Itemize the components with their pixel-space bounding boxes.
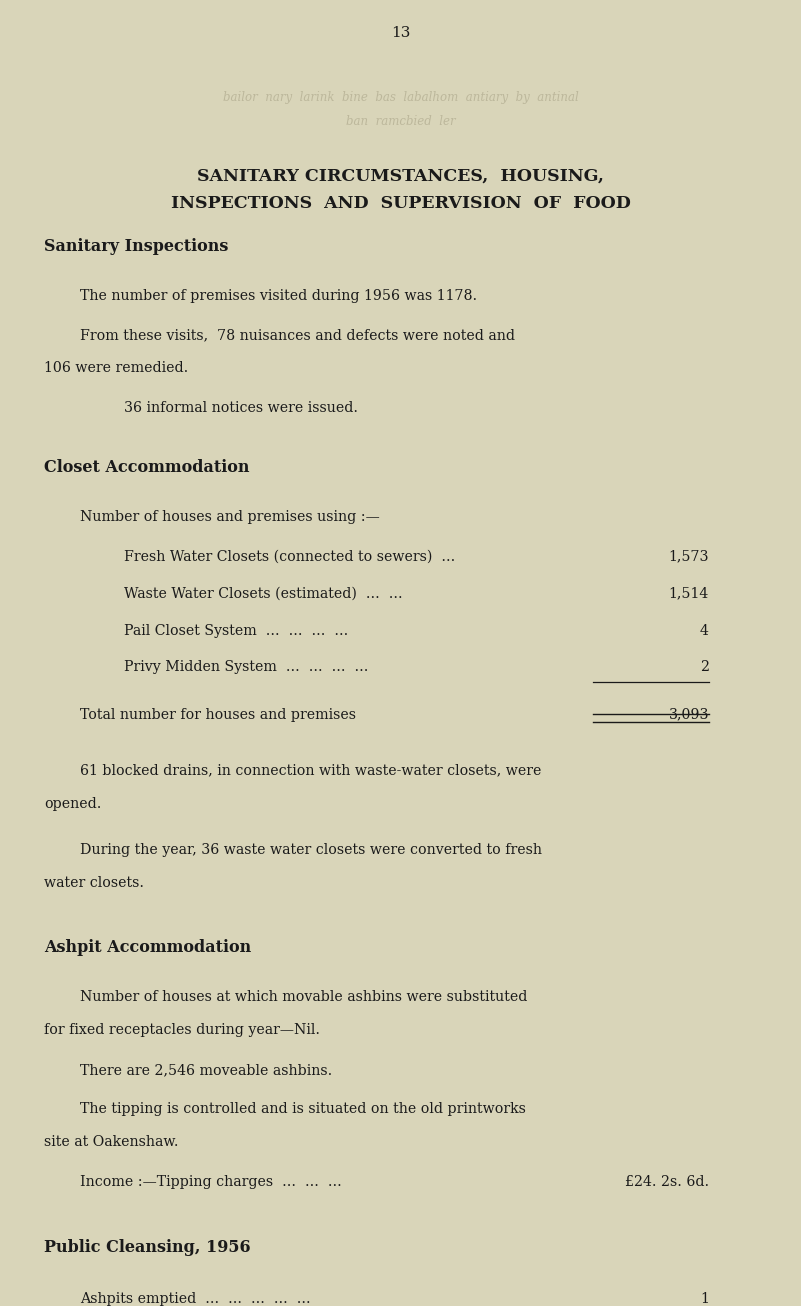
Text: opened.: opened. bbox=[44, 797, 102, 811]
Text: Fresh Water Closets (connected to sewers)  ...: Fresh Water Closets (connected to sewers… bbox=[124, 550, 456, 564]
Text: £24. 2s. 6d.: £24. 2s. 6d. bbox=[625, 1175, 709, 1188]
Text: Sanitary Inspections: Sanitary Inspections bbox=[44, 238, 228, 255]
Text: Number of houses at which movable ashbins were substituted: Number of houses at which movable ashbin… bbox=[80, 990, 528, 1004]
Text: Public Cleansing, 1956: Public Cleansing, 1956 bbox=[44, 1238, 251, 1255]
Text: During the year, 36 waste water closets were converted to fresh: During the year, 36 waste water closets … bbox=[80, 842, 542, 857]
Text: 1,514: 1,514 bbox=[669, 586, 709, 601]
Text: 36 informal notices were issued.: 36 informal notices were issued. bbox=[124, 401, 358, 415]
Text: Pail Closet System  ...  ...  ...  ...: Pail Closet System ... ... ... ... bbox=[124, 623, 348, 637]
Text: bailor  nary  larink  bine  bas  labalhom  antiary  by  antinal: bailor nary larink bine bas labalhom ant… bbox=[223, 91, 578, 104]
Text: The number of premises visited during 1956 was 1178.: The number of premises visited during 19… bbox=[80, 289, 477, 303]
Text: 61 blocked drains, in connection with waste-water closets, were: 61 blocked drains, in connection with wa… bbox=[80, 764, 541, 777]
Text: Number of houses and premises using :—: Number of houses and premises using :— bbox=[80, 511, 380, 524]
Text: The tipping is controlled and is situated on the old printworks: The tipping is controlled and is situate… bbox=[80, 1102, 526, 1117]
Text: SANITARY CIRCUMSTANCES,  HOUSING,: SANITARY CIRCUMSTANCES, HOUSING, bbox=[197, 167, 604, 184]
Text: INSPECTIONS  AND  SUPERVISION  OF  FOOD: INSPECTIONS AND SUPERVISION OF FOOD bbox=[171, 195, 630, 212]
Text: Income :—Tipping charges  ...  ...  ...: Income :—Tipping charges ... ... ... bbox=[80, 1175, 342, 1188]
Text: ban  ramcbied  ler: ban ramcbied ler bbox=[346, 115, 455, 128]
Text: site at Oakenshaw.: site at Oakenshaw. bbox=[44, 1135, 179, 1149]
Text: There are 2,546 moveable ashbins.: There are 2,546 moveable ashbins. bbox=[80, 1063, 332, 1077]
Text: 2: 2 bbox=[700, 661, 709, 674]
Text: 13: 13 bbox=[391, 26, 410, 40]
Text: 1: 1 bbox=[700, 1292, 709, 1306]
Text: From these visits,  78 nuisances and defects were noted and: From these visits, 78 nuisances and defe… bbox=[80, 328, 515, 342]
Text: water closets.: water closets. bbox=[44, 875, 144, 889]
Text: Total number for houses and premises: Total number for houses and premises bbox=[80, 708, 356, 721]
Text: 4: 4 bbox=[700, 623, 709, 637]
Text: 106 were remedied.: 106 were remedied. bbox=[44, 362, 188, 375]
Text: Waste Water Closets (estimated)  ...  ...: Waste Water Closets (estimated) ... ... bbox=[124, 586, 403, 601]
Text: Ashpit Accommodation: Ashpit Accommodation bbox=[44, 939, 252, 956]
Text: Privy Midden System  ...  ...  ...  ...: Privy Midden System ... ... ... ... bbox=[124, 661, 368, 674]
Text: Closet Accommodation: Closet Accommodation bbox=[44, 460, 250, 477]
Text: 3,093: 3,093 bbox=[668, 708, 709, 721]
Text: Ashpits emptied  ...  ...  ...  ...  ...: Ashpits emptied ... ... ... ... ... bbox=[80, 1292, 311, 1306]
Text: 1,573: 1,573 bbox=[668, 550, 709, 564]
Text: for fixed receptacles during year—Nil.: for fixed receptacles during year—Nil. bbox=[44, 1024, 320, 1037]
